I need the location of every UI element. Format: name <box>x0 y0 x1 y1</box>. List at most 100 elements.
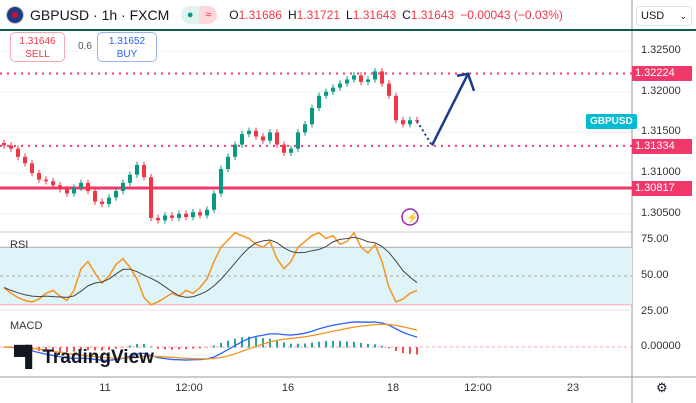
candle-body <box>282 144 286 153</box>
lightning-icon: ⚡ <box>406 211 418 224</box>
chevron-down-icon: ⌄ <box>679 11 687 21</box>
candle-body <box>254 130 258 137</box>
macd-histogram-bar <box>346 341 348 348</box>
sell-button[interactable]: 1.31646 SELL <box>10 32 65 62</box>
macd-histogram-bar <box>171 347 173 350</box>
candle-body <box>23 156 27 164</box>
candle-body <box>247 130 251 135</box>
macd-histogram-bar <box>269 338 271 348</box>
symbol-title[interactable]: GBPUSD · 1h · FXCM <box>30 7 170 23</box>
candle-body <box>387 83 391 96</box>
settings-icon[interactable]: ⚙ <box>656 380 668 395</box>
candle-body <box>359 75 363 82</box>
candle-body <box>44 179 48 182</box>
macd-histogram-bar <box>80 347 82 351</box>
macd-tick: 0.00000 <box>641 340 681 352</box>
price-tick: 1.32500 <box>641 44 681 56</box>
macd-histogram-bar <box>304 343 306 348</box>
macd-histogram-bar <box>332 341 334 348</box>
candle-body <box>317 95 321 108</box>
macd-histogram-bar <box>66 347 68 353</box>
level-price-label: 1.31334 <box>632 138 692 154</box>
candle-body <box>401 120 405 125</box>
macd-histogram-bar <box>262 338 264 348</box>
macd-histogram-bar <box>248 336 250 348</box>
macd-histogram-bar <box>283 342 285 348</box>
macd-histogram-bar <box>185 347 187 350</box>
macd-histogram-bar <box>416 347 418 355</box>
buy-button[interactable]: 1.31652 BUY <box>97 32 157 62</box>
gbp-usd-flag-icon <box>6 6 24 24</box>
market-status[interactable]: ● ≈ <box>181 6 218 24</box>
time-label: 23 <box>566 382 580 394</box>
candle-body <box>205 209 209 216</box>
price-tick: 1.30500 <box>641 206 681 219</box>
candle-body <box>128 174 132 183</box>
macd-histogram-bar <box>360 342 362 348</box>
macd-line <box>3 321 418 361</box>
ohlc-values: O1.31686 H1.31721 L1.31643 C1.31643 −0.0… <box>229 8 563 22</box>
candle-body <box>380 71 384 84</box>
candle-body <box>72 187 76 194</box>
candle-body <box>296 132 300 149</box>
macd-histogram-bar <box>108 347 110 350</box>
level-price-label: 1.30817 <box>632 180 692 196</box>
rsi-band <box>0 247 632 305</box>
candle-body <box>93 191 97 202</box>
macd-histogram-bar <box>395 347 397 352</box>
candle-body <box>198 212 202 216</box>
candle-body <box>394 95 398 121</box>
macd-histogram-bar <box>276 340 278 348</box>
candle-body <box>226 156 230 170</box>
symbol-tag: GBPUSD <box>586 114 637 129</box>
macd-histogram-bar <box>94 347 96 351</box>
price-tick: 1.31000 <box>641 166 681 179</box>
lightning-icon <box>401 208 419 226</box>
macd-histogram-bar <box>213 345 215 348</box>
candle-body <box>191 212 195 218</box>
price-tick: 1.32000 <box>641 84 681 97</box>
rsi-tick: 25.00 <box>641 305 669 317</box>
macd-histogram-bar <box>234 338 236 348</box>
candle-body <box>114 191 118 198</box>
time-label: 12:00 <box>175 382 203 394</box>
candle-body <box>9 145 13 149</box>
projection-dotted <box>416 120 433 146</box>
data-delay-icon: ≈ <box>199 6 218 24</box>
macd-histogram-bar <box>325 341 327 348</box>
macd-histogram-bar <box>220 342 222 348</box>
candle-body <box>233 144 237 157</box>
candle-body <box>338 83 342 88</box>
candle-body <box>100 201 104 205</box>
candle-body <box>366 79 370 82</box>
candle-body <box>275 132 279 145</box>
macd-label: MACD <box>10 320 43 332</box>
candle-body <box>219 169 223 194</box>
macd-histogram-bar <box>87 347 89 351</box>
macd-histogram-bar <box>290 343 292 348</box>
time-label: 11 <box>99 382 111 394</box>
macd-histogram-bar <box>115 347 117 349</box>
signal-line <box>3 323 418 360</box>
candle-body <box>135 164 139 175</box>
candle-body <box>86 182 90 192</box>
rsi-tick: 50.00 <box>641 269 669 281</box>
candle-body <box>149 177 153 218</box>
candle-body <box>345 79 349 84</box>
macd-histogram-bar <box>297 343 299 348</box>
macd-histogram-bar <box>353 341 355 348</box>
candle-body <box>65 189 69 194</box>
candle-body <box>184 213 188 218</box>
candle-body <box>352 75 356 80</box>
candle-body <box>408 120 412 125</box>
currency-select[interactable]: USD ⌄ <box>636 6 692 26</box>
candle-body <box>373 71 377 80</box>
tv-logo-icon: ▀▌ <box>14 346 39 368</box>
macd-histogram-bar <box>129 345 131 348</box>
tradingview-logo: ▀▌ TradingView <box>14 346 154 368</box>
time-label: 18 <box>386 382 400 394</box>
candle-body <box>121 182 125 192</box>
macd-histogram-bar <box>402 347 404 354</box>
macd-histogram-bar <box>73 347 75 352</box>
macd-histogram-bar <box>255 337 257 348</box>
